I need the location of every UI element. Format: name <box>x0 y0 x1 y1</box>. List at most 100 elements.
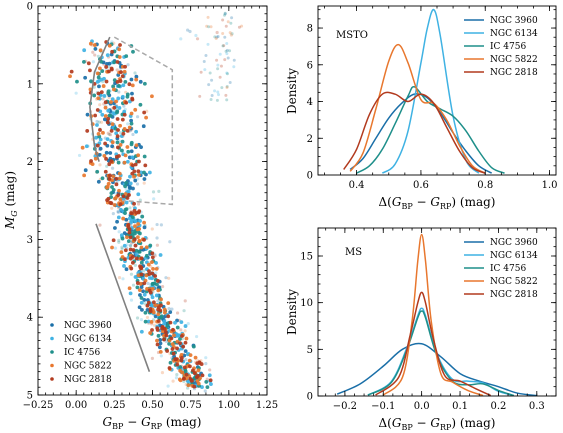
scatter-point <box>115 60 120 64</box>
scatter-point-faint <box>167 276 171 280</box>
msto-panel-label: MSTO <box>336 30 368 41</box>
scatter-point-faint <box>143 302 147 306</box>
legend-label: NGC 5822 <box>64 362 112 372</box>
scatter-point <box>112 60 117 65</box>
scatter-point-faint <box>113 246 118 250</box>
scatter-point <box>127 286 132 291</box>
scatter-point-faint <box>136 177 140 181</box>
y-tick-label: 5 <box>27 391 33 402</box>
scatter-point-faint <box>121 277 125 281</box>
y-tick-label: 6 <box>307 60 313 71</box>
scatter-point <box>187 358 192 363</box>
scatter-point <box>140 214 145 219</box>
scatter-point <box>131 248 136 252</box>
scatter-point <box>151 310 156 315</box>
scatter-point <box>175 325 180 330</box>
density-curve <box>356 85 505 174</box>
legend-label: NGC 5822 <box>490 55 538 65</box>
ms-y-axis-label: Density <box>285 289 299 335</box>
scatter-point-faint <box>186 322 190 326</box>
scatter-point <box>142 281 147 286</box>
scatter-point <box>96 179 101 184</box>
x-tick-label: −0.1 <box>371 401 395 412</box>
scatter-point <box>199 362 204 366</box>
scatter-point <box>128 184 132 189</box>
scatter-point <box>138 79 143 84</box>
scatter-point <box>117 171 122 176</box>
scatter-point <box>178 378 183 383</box>
ms-ticks: −0.2 −0.1 0.0 0.1 0.2 0.3 0 5 10 15 <box>300 227 557 412</box>
scatter-point-faint <box>135 115 140 119</box>
scatter-point-faint <box>228 31 232 35</box>
ms-panel: −0.2 −0.1 0.0 0.1 0.2 0.3 0 5 10 15 MS Δ(GBP − GR… <box>285 227 557 432</box>
legend-marker <box>50 323 54 327</box>
scatter-point <box>142 110 147 115</box>
scatter-point <box>150 260 154 265</box>
scatter-point <box>183 369 188 374</box>
scatter-point <box>132 174 136 179</box>
scatter-point <box>136 222 141 226</box>
scatter-point <box>209 382 213 387</box>
scatter-point-faint <box>131 132 135 137</box>
scatter-point <box>117 106 122 110</box>
scatter-point <box>112 203 117 207</box>
scatter-point-faint <box>98 163 102 167</box>
scatter-point <box>105 120 110 125</box>
scatter-point <box>204 380 209 384</box>
scatter-point <box>163 310 167 315</box>
msto-x-axis-label: Δ(GBP − GRP) (mag) <box>379 195 496 211</box>
scatter-point-faint <box>133 71 137 75</box>
scatter-point-faint <box>225 71 229 75</box>
scatter-point <box>146 262 151 267</box>
scatter-point-faint <box>216 35 220 39</box>
scatter-point-faint <box>183 299 187 303</box>
density-curve <box>367 307 514 396</box>
legend-marker <box>50 336 54 341</box>
x-tick-label: 1.0 <box>542 180 558 191</box>
scatter-point <box>114 182 119 187</box>
scatter-point <box>85 129 90 133</box>
scatter-point <box>110 49 114 54</box>
scatter-point <box>130 97 135 102</box>
scatter-point <box>117 83 121 88</box>
scatter-point <box>195 374 200 378</box>
scatter-point <box>89 79 93 84</box>
legend-label: NGC 2818 <box>64 375 112 385</box>
scatter-point <box>107 162 112 167</box>
scatter-point <box>129 142 134 147</box>
scatter-point <box>110 178 115 183</box>
density-curve <box>336 342 537 396</box>
scatter-point-faint <box>98 103 102 107</box>
scatter-point <box>121 83 126 88</box>
scatter-point <box>114 176 119 181</box>
scatter-point-faint <box>167 306 171 311</box>
scatter-point <box>103 114 108 118</box>
scatter-point <box>85 112 90 117</box>
scatter-point <box>192 384 197 389</box>
scatter-point <box>88 41 93 46</box>
scatter-point <box>130 215 135 220</box>
y-tick-label: 2 <box>27 157 33 168</box>
scatter-point <box>113 196 117 201</box>
scatter-point <box>178 337 182 341</box>
scatter-point <box>118 79 123 83</box>
scatter-point-faint <box>166 384 170 388</box>
scatter-point <box>100 176 105 181</box>
scatter-point <box>162 337 166 342</box>
scatter-point <box>158 338 163 342</box>
scatter-point <box>126 149 131 154</box>
y-tick-label: 1 <box>27 79 33 90</box>
density-curve <box>381 8 480 174</box>
scatter-point <box>133 224 137 229</box>
scatter-point-faint <box>101 97 105 101</box>
scatter-point <box>119 233 124 238</box>
scatter-point <box>181 344 186 349</box>
scatter-point-faint <box>218 52 222 56</box>
scatter-point <box>171 351 176 356</box>
scatter-point <box>149 319 154 324</box>
scatter-point <box>114 131 119 136</box>
scatter-point <box>101 130 105 135</box>
scatter-point <box>105 53 110 58</box>
scatter-point <box>136 273 141 278</box>
scatter-point <box>207 373 212 378</box>
